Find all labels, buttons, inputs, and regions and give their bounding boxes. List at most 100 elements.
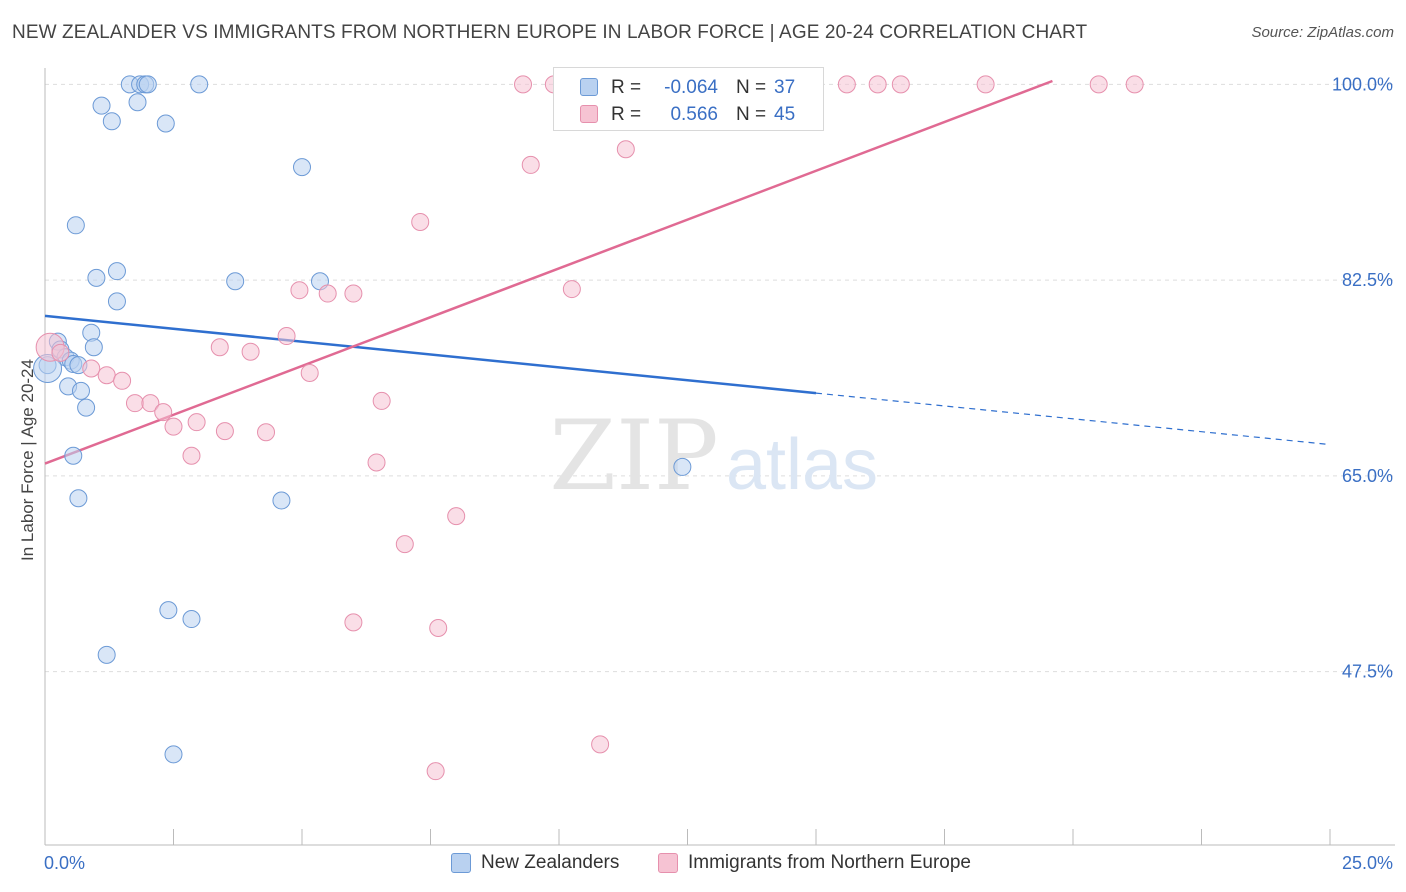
watermark: ZIP atlas	[549, 400, 878, 512]
immigrant-point	[187, 413, 206, 432]
y-tick-label: 82.5%	[1342, 270, 1393, 290]
trend-lines	[44, 79, 1331, 465]
trend-line-immigrants	[44, 79, 1053, 465]
immigrant-point	[300, 363, 319, 382]
new-zealander-point	[272, 491, 291, 510]
immigrant-point	[891, 75, 910, 94]
new-zealander-point	[164, 745, 183, 764]
immigrant-point	[372, 391, 391, 410]
stats-n-value: 45	[774, 104, 796, 125]
axes	[44, 68, 1395, 846]
stats-n-label: N =	[736, 104, 767, 125]
immigrant-point	[591, 735, 610, 754]
x-tick-label-max: 25.0%	[1342, 853, 1393, 873]
correlation-stats-box: R = -0.064 N = 37 R = 0.566 N = 45	[553, 67, 824, 131]
immigrant-point	[257, 423, 276, 442]
immigrant-point	[976, 75, 995, 94]
immigrant-point	[429, 618, 448, 637]
new-zealander-point	[102, 112, 121, 131]
immigrant-point	[521, 155, 540, 174]
immigrant-point	[154, 403, 173, 422]
y-tick-label: 100.0%	[1332, 74, 1393, 94]
stats-r-label: R =	[611, 104, 642, 125]
chart-title: NEW ZEALANDER VS IMMIGRANTS FROM NORTHER…	[12, 22, 1088, 43]
stats-row-new-zealanders: R = -0.064 N = 37	[554, 74, 823, 102]
immigrant-point	[395, 535, 414, 554]
legend-label: New Zealanders	[481, 852, 620, 873]
immigrant-point	[344, 284, 363, 303]
new-zealander-point	[92, 96, 111, 115]
immigrant-point	[344, 613, 363, 632]
data-points	[33, 75, 1144, 781]
new-zealander-point	[190, 75, 209, 94]
immigrant-point	[868, 75, 887, 94]
watermark-atlas: atlas	[726, 425, 878, 505]
x-tick-label-min: 0.0%	[44, 853, 85, 873]
immigrant-point	[1089, 75, 1108, 94]
immigrant-point	[141, 394, 160, 413]
new-zealander-point	[182, 610, 201, 629]
trend-line-new-zealanders	[44, 314, 817, 395]
new-zealander-point	[107, 292, 126, 311]
immigrant-point	[290, 281, 309, 300]
y-tick-label: 47.5%	[1342, 662, 1393, 682]
new-zealander-point	[64, 446, 83, 465]
new-zealander-point	[138, 75, 157, 94]
new-zealander-point	[77, 398, 96, 417]
immigrant-point	[182, 446, 201, 465]
y-tick-label: 65.0%	[1342, 466, 1393, 486]
new-zealander-point	[69, 489, 88, 508]
new-zealander-point	[128, 93, 147, 112]
new-zealander-point	[107, 262, 126, 281]
new-zealander-point	[71, 381, 90, 400]
stats-n-value: 37	[774, 77, 796, 98]
immigrant-point	[210, 338, 229, 357]
stats-swatch-blue	[580, 78, 598, 96]
immigrant-point	[318, 284, 337, 303]
immigrant-point	[411, 212, 430, 231]
immigrant-point	[837, 75, 856, 94]
immigrant-point	[562, 280, 581, 299]
stats-r-value: -0.064	[664, 77, 718, 98]
stats-n-label: N =	[736, 77, 767, 98]
immigrant-point	[164, 417, 183, 436]
stats-r-label: R =	[611, 77, 642, 98]
immigrant-point	[113, 371, 132, 390]
stats-swatch-pink	[580, 105, 598, 123]
immigrant-point	[367, 453, 386, 472]
new-zealander-point	[673, 457, 692, 476]
new-zealander-point	[84, 338, 103, 357]
source-label: Source: ZipAtlas.com	[1251, 24, 1394, 41]
legend: New Zealanders Immigrants from Northern …	[0, 852, 1406, 878]
legend-label: Immigrants from Northern Europe	[688, 852, 971, 873]
immigrant-point	[447, 507, 466, 526]
grid-lines	[45, 83, 1395, 673]
new-zealander-point	[66, 216, 85, 235]
immigrant-point	[1125, 75, 1144, 94]
tick-labels: 100.0% 82.5% 65.0% 47.5% 0.0% 25.0%	[44, 74, 1393, 873]
immigrant-point	[215, 422, 234, 441]
immigrant-point	[51, 343, 70, 362]
legend-swatch-blue	[451, 853, 471, 873]
new-zealander-point	[159, 601, 178, 620]
new-zealander-point	[293, 158, 311, 177]
legend-item-new-zealanders[interactable]: New Zealanders	[451, 852, 619, 874]
stats-r-value: 0.566	[670, 104, 718, 125]
immigrant-point	[277, 327, 296, 346]
watermark-zip: ZIP	[549, 400, 718, 512]
trend-line-new-zealanders-extension	[815, 392, 1331, 446]
new-zealander-point	[87, 268, 106, 287]
immigrant-point	[514, 75, 533, 94]
immigrant-point	[82, 359, 101, 378]
stats-row-immigrants: R = 0.566 N = 45	[554, 101, 823, 129]
immigrant-point	[241, 342, 260, 361]
new-zealander-point	[226, 272, 245, 291]
immigrant-point	[616, 140, 635, 159]
legend-swatch-pink	[658, 853, 678, 873]
immigrant-point	[426, 762, 445, 781]
immigrant-point	[125, 394, 144, 413]
new-zealander-point	[97, 645, 116, 664]
new-zealander-point	[156, 114, 175, 133]
legend-item-immigrants[interactable]: Immigrants from Northern Europe	[658, 852, 971, 874]
